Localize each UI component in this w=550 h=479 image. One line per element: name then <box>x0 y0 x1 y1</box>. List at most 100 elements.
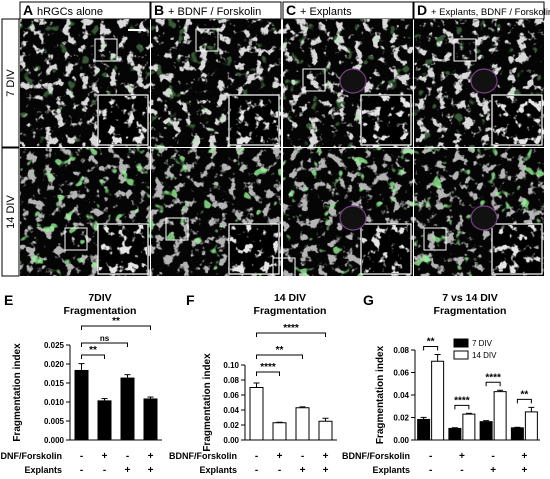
significance-bracket <box>516 398 532 404</box>
y-axis-label: Fragmentation index <box>12 343 23 442</box>
zoom-inset-texture <box>493 225 541 273</box>
panel-label-d: D <box>417 2 427 18</box>
condition-sign: + <box>490 465 496 476</box>
zoom-inset-texture <box>362 225 410 273</box>
panel-label-g: G <box>363 292 374 308</box>
y-tick-label: 0.06 <box>393 369 409 378</box>
bar <box>120 377 135 441</box>
roi-box <box>165 217 189 241</box>
bar <box>462 413 476 441</box>
legend-label: 14 DIV <box>472 351 497 360</box>
column-title: + Explants <box>300 6 352 18</box>
significance-label: **** <box>283 323 299 334</box>
condition-sign: - <box>80 465 83 476</box>
bar <box>431 360 445 441</box>
column-title: + Explants, BDNF / Forskolin <box>431 7 550 18</box>
zoom-inset-texture <box>230 225 278 273</box>
y-tick-label: 0.08 <box>223 376 239 385</box>
chart-title: 7 vs 14 DIV <box>442 292 497 304</box>
roi-box <box>195 28 219 52</box>
explant-outline <box>470 205 498 231</box>
bar <box>479 421 493 441</box>
y-tick-label: 0.00 <box>223 436 239 445</box>
roi-box <box>272 257 296 281</box>
zoom-inset-texture <box>362 96 410 144</box>
condition-sign: + <box>148 465 154 476</box>
significance-label: ** <box>89 345 97 356</box>
bar <box>143 398 158 441</box>
row-label-box <box>1 18 20 148</box>
panel-label-b: B <box>154 2 164 18</box>
condition-sign: - <box>429 451 432 462</box>
y-tick-label: 0.015 <box>44 379 65 388</box>
significance-bracket <box>423 346 439 351</box>
row-label-box <box>1 147 20 277</box>
y-axis-label: Fragmentation index <box>202 353 213 452</box>
bar <box>493 391 507 441</box>
significance-label: **** <box>260 362 276 373</box>
bar <box>448 427 462 441</box>
bar <box>272 422 287 441</box>
explant-outline <box>470 68 498 94</box>
significance-label: ** <box>520 389 528 400</box>
condition-sign: + <box>277 451 283 462</box>
bar <box>74 369 89 441</box>
y-tick-label: 0.010 <box>44 398 65 407</box>
y-tick-label: 0.025 <box>44 341 65 350</box>
panel-label-a: A <box>23 2 33 18</box>
y-tick-label: 0.00 <box>393 436 409 445</box>
panel-label-f: F <box>186 292 195 308</box>
condition-sign: + <box>459 451 465 462</box>
bar <box>97 400 112 441</box>
bar <box>524 411 538 441</box>
y-tick-label: 0.10 <box>223 361 239 370</box>
y-tick-label: 0.005 <box>44 417 65 426</box>
zoom-inset-texture <box>230 96 278 144</box>
condition-sign: - <box>80 451 83 462</box>
condition-sign: - <box>278 465 281 476</box>
explant-outline <box>339 205 367 231</box>
condition-sign: - <box>429 465 432 476</box>
bar <box>510 427 524 441</box>
significance-bracket <box>485 381 501 387</box>
bar <box>417 418 431 441</box>
condition-sign: - <box>460 465 463 476</box>
condition-sign: + <box>300 465 306 476</box>
panel-label-c: C <box>286 2 296 18</box>
y-tick-label: 0.04 <box>223 406 239 415</box>
column-title: hRGCs alone <box>37 6 103 18</box>
y-tick-label: 0.06 <box>223 391 239 400</box>
condition-sign: + <box>323 465 329 476</box>
legend-label: 7 DIV <box>472 339 493 348</box>
condition-sign: - <box>255 465 258 476</box>
y-tick-label: 0.02 <box>393 414 409 423</box>
condition-sign: + <box>521 465 527 476</box>
condition-label-explants: Explants <box>372 465 410 475</box>
significance-label: ** <box>427 337 435 348</box>
significance-bracket <box>454 404 470 410</box>
explant-outline <box>339 68 367 94</box>
roi-box <box>423 227 447 251</box>
row-label: 14 DIV <box>5 195 17 229</box>
condition-label-explants: Explants <box>199 465 237 475</box>
significance-label: **** <box>485 372 501 383</box>
significance-bracket <box>81 325 151 330</box>
significance-label: ** <box>112 316 120 327</box>
roi-box <box>94 38 118 62</box>
condition-sign: - <box>126 451 129 462</box>
legend-swatch <box>453 350 469 360</box>
zoom-inset-texture <box>99 225 147 273</box>
condition-sign: + <box>521 451 527 462</box>
significance-bracket <box>256 371 280 376</box>
bar <box>318 420 333 441</box>
condition-label-bdnf: BDNF/Forskolin <box>0 451 62 461</box>
significance-label: **** <box>454 395 470 406</box>
significance-bracket <box>256 354 303 359</box>
condition-sign: + <box>102 451 108 462</box>
condition-sign: - <box>301 451 304 462</box>
